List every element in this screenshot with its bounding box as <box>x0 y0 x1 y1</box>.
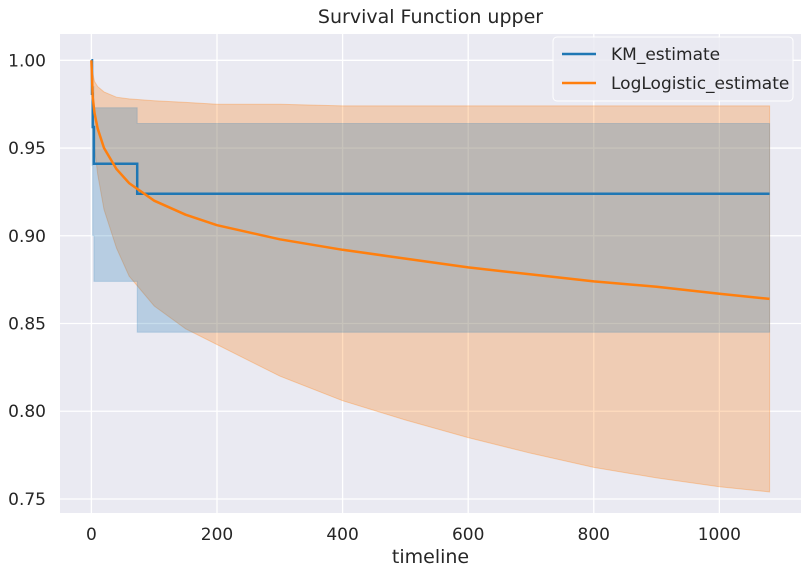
x-tick-label: 200 <box>201 525 233 545</box>
legend-box <box>552 36 794 102</box>
x-tick-label: 800 <box>578 525 610 545</box>
x-tick-label: 1000 <box>698 525 741 545</box>
y-tick-label: 1.00 <box>8 51 46 71</box>
x-axis-title: timeline <box>392 546 469 568</box>
x-tick-label: 600 <box>452 525 484 545</box>
x-tick-label: 0 <box>86 525 97 545</box>
chart-title: Survival Function upper <box>318 6 543 28</box>
plot-background <box>60 34 801 513</box>
y-tick-label: 0.80 <box>8 402 46 422</box>
legend-loglogistic-label: LogLogistic_estimate <box>611 74 789 94</box>
loglogistic-estimate-line <box>90 60 770 301</box>
y-tick-label: 0.90 <box>8 227 46 247</box>
confidence-bands <box>90 59 771 493</box>
y-tick-label: 0.85 <box>8 315 46 335</box>
grid-layer <box>60 34 801 513</box>
y-tick-label: 0.75 <box>8 490 46 510</box>
legend-km-label: KM_estimate <box>611 45 720 65</box>
series-lines <box>90 59 770 301</box>
y-tick-label: 0.95 <box>8 139 46 159</box>
x-tick-label: 400 <box>326 525 358 545</box>
legend: KM_estimate LogLogistic_estimate <box>552 36 794 102</box>
tick-labels: 0 200 400 600 800 1000 0.75 0.80 0.85 0.90 0.95 1.0… <box>8 51 741 545</box>
